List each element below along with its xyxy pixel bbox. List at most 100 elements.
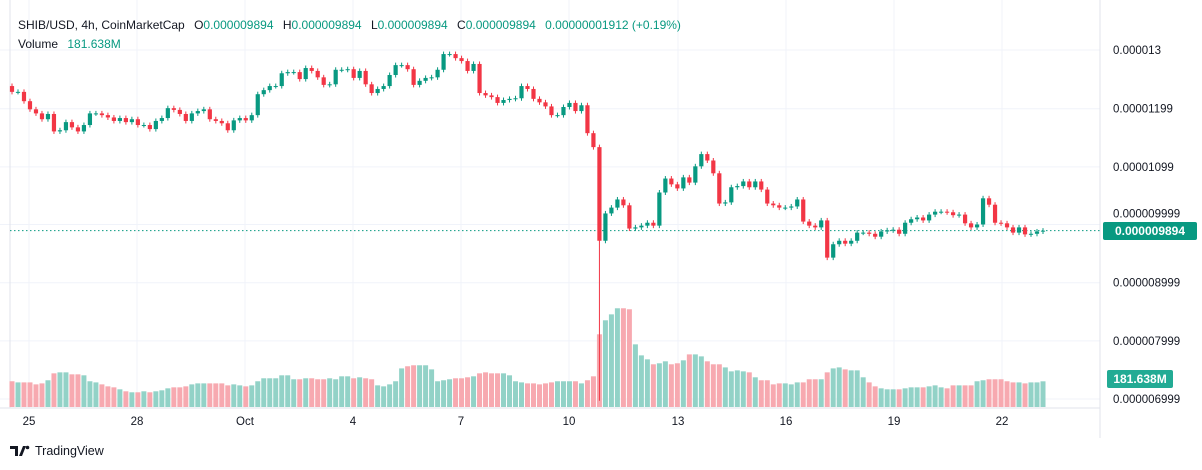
volume-bar: [363, 378, 369, 407]
candle-body: [950, 212, 956, 216]
volume-bar: [219, 383, 225, 407]
volume-bar: [812, 379, 818, 407]
volume-bar: [740, 371, 746, 407]
volume-bar: [944, 388, 950, 407]
candle-body: [879, 231, 884, 237]
candle-body: [915, 217, 920, 220]
candle-body: [27, 101, 33, 110]
volume-bar: [471, 376, 477, 407]
volume-bar: [345, 376, 351, 407]
volume-bar: [201, 383, 207, 407]
candle-body: [729, 187, 734, 203]
candle-body: [417, 80, 422, 85]
volume-bar: [291, 379, 297, 407]
volume-bar: [890, 389, 896, 407]
candle-body: [243, 118, 248, 121]
candle-body: [183, 113, 188, 121]
volume-bar: [99, 384, 105, 407]
volume-bar: [866, 382, 872, 407]
symbol-title[interactable]: SHIB/USD, 4h, CoinMarketCap: [18, 18, 185, 32]
close-value: 0.000009894: [465, 18, 536, 32]
candle-body: [423, 77, 428, 81]
y-tick-label: 0.000009999: [1113, 209, 1180, 221]
candle-body: [663, 178, 668, 193]
candle-body: [603, 213, 608, 241]
volume-bar: [333, 379, 339, 407]
candle-body: [411, 69, 416, 85]
volume-bar: [51, 373, 57, 407]
volume-bar: [614, 308, 620, 407]
candle-body: [147, 125, 152, 130]
volume-bar: [159, 390, 165, 407]
volume-bar: [81, 375, 87, 407]
volume-bar: [399, 368, 405, 407]
volume-bar: [423, 365, 429, 407]
open-key: O: [194, 18, 204, 32]
volume-bar: [698, 356, 704, 407]
volume-bar: [950, 385, 956, 407]
candle-body: [657, 192, 662, 226]
candle-body: [273, 86, 278, 88]
y-tick-label: 0.000013: [1113, 45, 1161, 57]
tradingview-logo[interactable]: TradingView: [10, 444, 104, 458]
volume-bar: [656, 363, 662, 407]
volume-bar: [914, 387, 920, 407]
volume-bar: [405, 366, 411, 407]
candle-body: [93, 113, 99, 115]
volume-bar: [489, 373, 495, 407]
candle-body: [867, 232, 872, 234]
candle-body: [117, 118, 122, 121]
x-tick-label: 10: [563, 416, 576, 428]
candle-body: [573, 102, 578, 112]
candle-body: [645, 222, 650, 226]
candle-body: [711, 160, 716, 174]
volume-bar: [1034, 382, 1040, 407]
candle-body: [675, 184, 680, 189]
volume-label[interactable]: Volume: [18, 37, 59, 51]
volume-bar: [369, 379, 375, 407]
candle-body: [771, 203, 776, 206]
volume-bar: [63, 372, 69, 407]
volume-bar: [129, 392, 135, 407]
candle-body: [998, 222, 1004, 224]
candle-body: [741, 181, 746, 187]
candle-body: [351, 69, 356, 78]
candle-body: [831, 244, 836, 258]
volume-bar: [111, 387, 117, 407]
y-tick-label: 0.00001099: [1113, 162, 1174, 174]
candle-body: [693, 166, 698, 183]
candle-body: [435, 69, 440, 78]
volume-bar: [650, 364, 656, 407]
candle-body: [441, 54, 446, 70]
volume-bar: [680, 360, 686, 407]
candle-body: [471, 63, 476, 71]
candle-body: [567, 102, 572, 107]
candle-body: [639, 225, 644, 228]
candle-body: [938, 211, 944, 213]
volume-bar: [836, 367, 842, 407]
volume-bar: [117, 389, 123, 407]
volume-bar: [249, 385, 255, 407]
candle-body: [39, 113, 45, 120]
candle-body: [909, 219, 914, 223]
x-tick-label: 19: [888, 416, 901, 428]
candle-body: [375, 88, 380, 94]
high-key: H: [282, 18, 292, 32]
volume-bar: [800, 382, 806, 407]
volume-bar: [884, 389, 890, 407]
y-tick-label: 0.000008999: [1113, 278, 1180, 290]
volume-bar: [752, 377, 758, 407]
candle-body: [225, 123, 230, 131]
candle-body: [699, 154, 704, 167]
candle-body: [717, 173, 722, 204]
volume-bar: [483, 372, 489, 407]
volume-bar: [542, 383, 548, 407]
candle-body: [393, 65, 398, 76]
volume-bar: [818, 379, 824, 407]
volume-bar: [572, 381, 578, 407]
candle-body: [962, 214, 968, 224]
volume-row: Volume 181.638M: [18, 35, 681, 54]
volume-bar: [27, 382, 33, 407]
candle-body: [807, 221, 812, 226]
